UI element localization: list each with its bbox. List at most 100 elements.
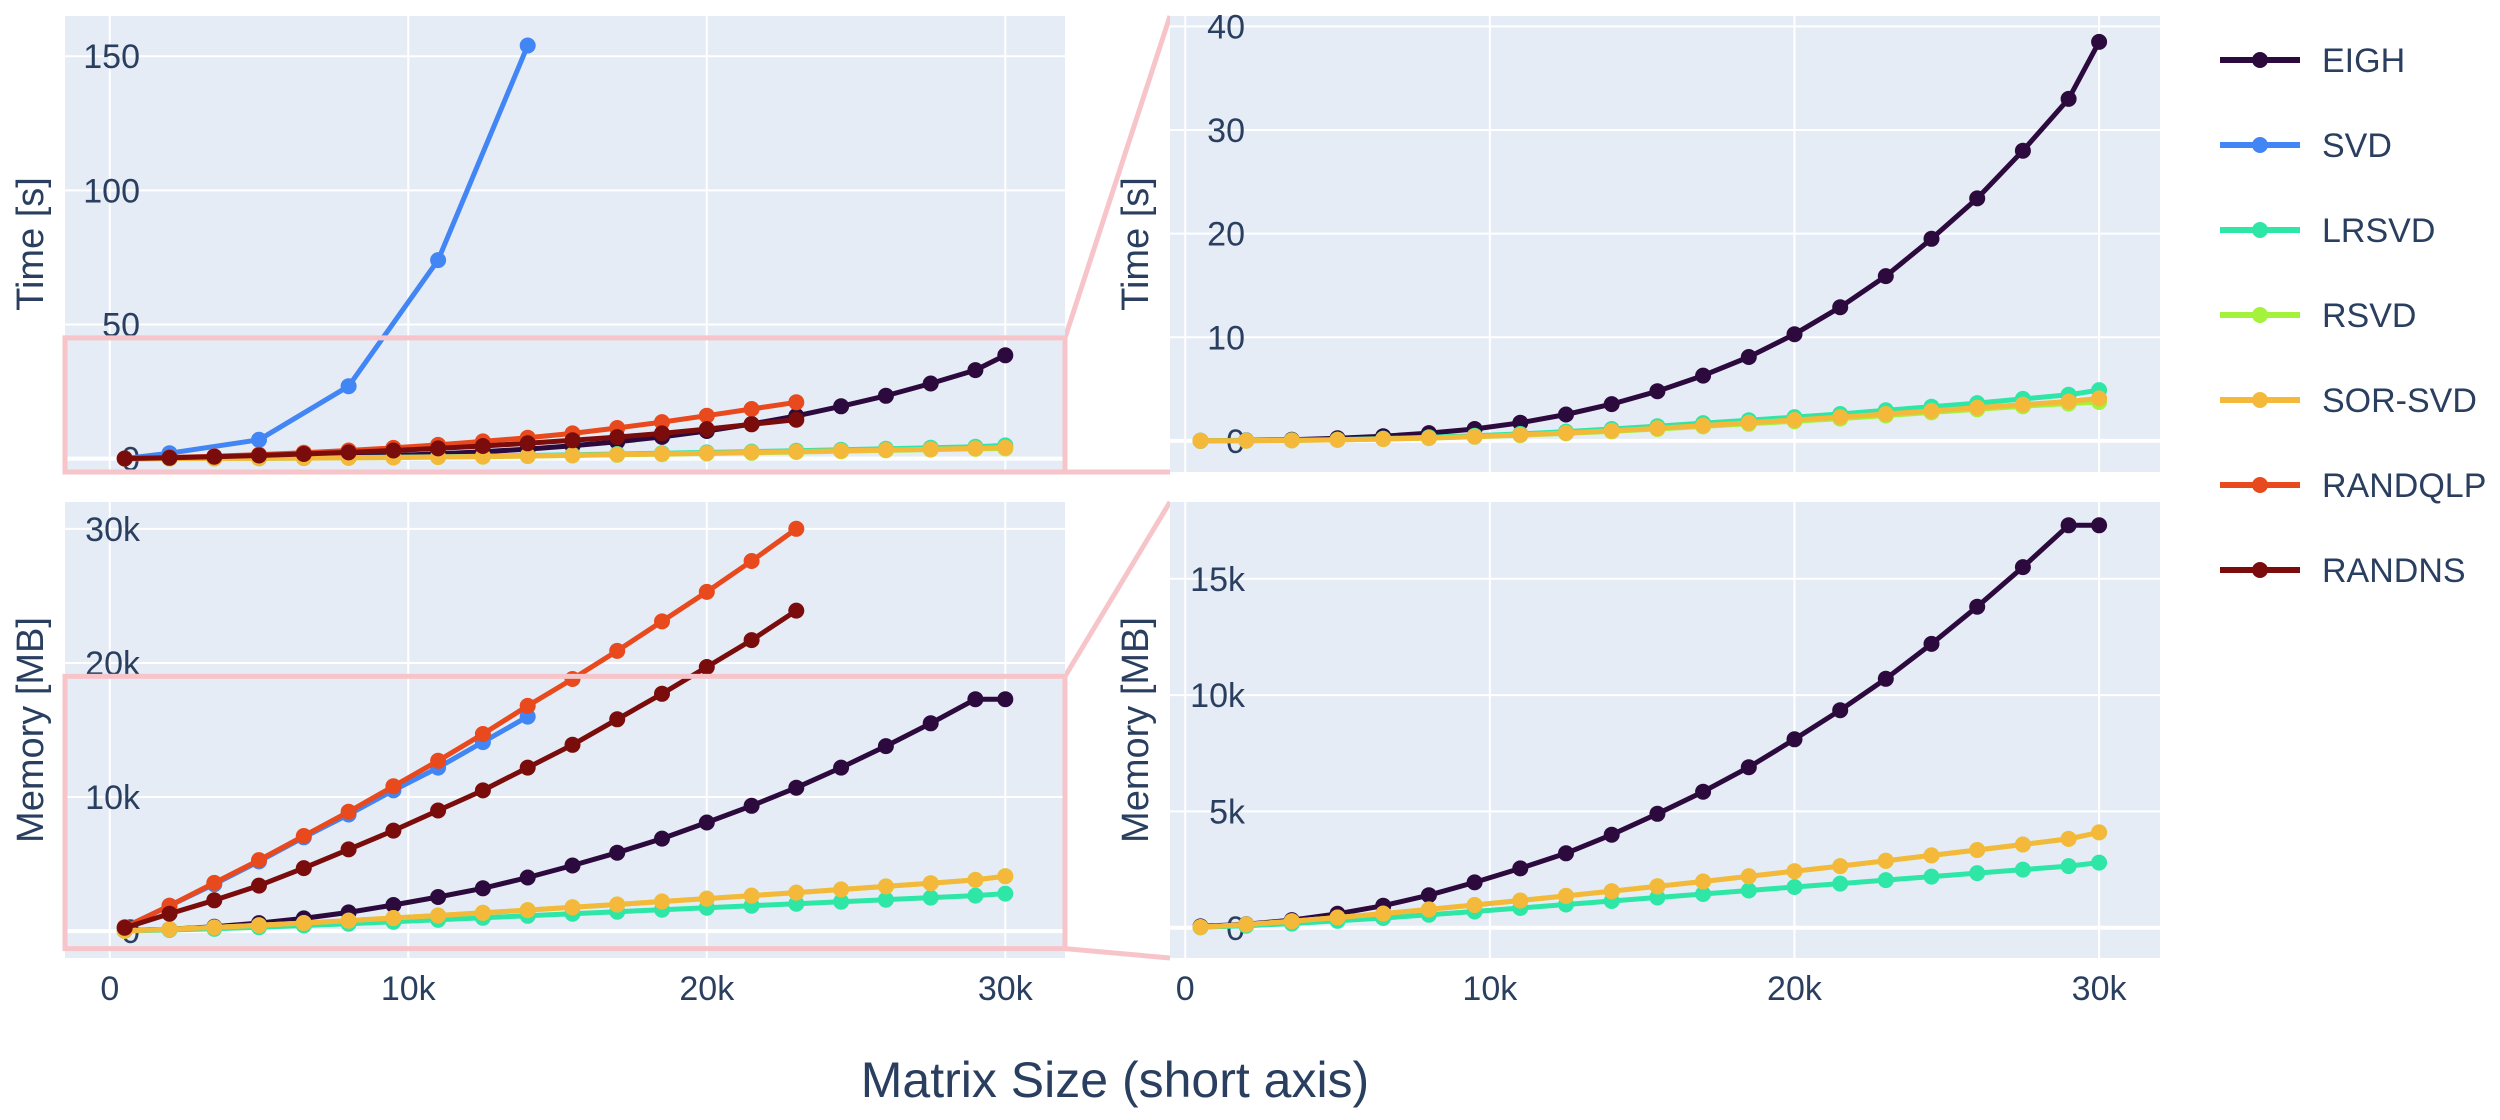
- series-randqlp-point-12: [609, 642, 626, 659]
- series-eigh-point-9: [1558, 845, 1574, 862]
- legend-label: SOR-SVD: [2322, 382, 2477, 420]
- series-lrsvd-point-18: [877, 891, 894, 908]
- legend-label: SVD: [2322, 127, 2392, 165]
- series-eigh-point-18: [1969, 190, 1986, 207]
- series-group: [116, 37, 1014, 467]
- series-lrsvd-point-15: [1832, 875, 1849, 892]
- series-eigh-point-11: [1649, 805, 1666, 822]
- series-randns-point-7: [385, 442, 402, 459]
- y-tick-label: 5k: [1209, 793, 1246, 831]
- series-randns-line: [123, 608, 798, 931]
- series-lrsvd-point-13: [1740, 882, 1757, 899]
- series-randns-point-12: [609, 429, 626, 446]
- series-sor-svd-point-10: [1603, 422, 1620, 439]
- series-sor-svd-point-19: [2014, 396, 2031, 413]
- zoom-region-0: [62, 335, 1068, 475]
- series-randns-point-6: [340, 841, 357, 858]
- zoom-connector-top-1: [1062, 500, 1173, 678]
- series-sor-svd-point-13: [1740, 414, 1757, 431]
- series-eigh-point-19: [2014, 142, 2031, 159]
- series-sor-svd-point-21: [2091, 390, 2108, 407]
- series-randqlp-point-15: [743, 401, 760, 417]
- series-eigh-point-8: [430, 889, 447, 905]
- series-randns-point-9: [474, 782, 491, 799]
- series-randns-point-10: [519, 435, 536, 452]
- series-eigh-point-20: [967, 362, 984, 379]
- series-sor-svd-point-11: [1649, 420, 1666, 437]
- plot-background: [65, 16, 1065, 472]
- series-sor-svd-point-21: [997, 439, 1014, 456]
- series-sor-svd-point-17: [1923, 402, 1940, 419]
- series-sor-svd-point-8: [430, 907, 447, 924]
- x-tick-label: 20k: [1767, 970, 1823, 1008]
- series-sor-svd-point-10: [519, 902, 536, 919]
- series-eigh-point-10: [1603, 826, 1620, 843]
- series-randns-point-4: [251, 877, 267, 894]
- series-sor-svd-point-11: [1649, 878, 1666, 895]
- series-eigh-point-21: [2091, 33, 2108, 50]
- series-eigh-point-9: [1558, 406, 1574, 423]
- series-randns-line: [124, 417, 797, 461]
- series-sor-svd-point-6: [1420, 430, 1437, 446]
- series-sor-svd-point-2: [161, 921, 178, 938]
- series-randns-point-14: [698, 659, 715, 675]
- series-sor-svd-point-5: [1375, 905, 1392, 922]
- series-randqlp-point-3: [206, 874, 223, 891]
- legend-item-rsvd: RSVD: [2220, 297, 2416, 335]
- series-lrsvd-point-12: [1695, 886, 1712, 902]
- series-randns-point-5: [295, 446, 312, 462]
- series-randns-point-11: [564, 736, 581, 753]
- series-eigh-point-10: [1603, 396, 1620, 413]
- series-eigh-point-17: [833, 759, 850, 776]
- series-randqlp-point-16: [788, 394, 805, 411]
- series-eigh-point-17: [833, 398, 850, 415]
- series-randns-point-8: [430, 440, 447, 457]
- series-eigh-point-19: [922, 375, 939, 392]
- series-randns-point-4: [251, 447, 267, 464]
- x-tick-label: 20k: [679, 970, 735, 1008]
- series-randns-point-1: [116, 450, 133, 467]
- legend-swatch-marker: [2252, 392, 2268, 408]
- series-eigh-point-17: [1923, 230, 1940, 247]
- zoom-connector-bottom-1: [1064, 946, 1171, 961]
- series-eigh-point-17: [1923, 635, 1940, 652]
- series-sor-svd-point-11: [564, 447, 581, 464]
- series-sor-svd-point-4: [1329, 431, 1346, 448]
- series-randns-point-14: [698, 421, 715, 438]
- series-sor-svd-point-7: [1466, 897, 1483, 913]
- y-tick-label: 10: [1207, 319, 1245, 357]
- y-axis-title: Time [s]: [1115, 177, 1157, 311]
- y-tick-label: 100: [83, 172, 140, 210]
- series-sor-svd-point-14: [1786, 412, 1803, 428]
- series-randqlp-point-5: [295, 828, 312, 844]
- series-lrsvd-point-19: [922, 889, 939, 906]
- series-group: [116, 520, 1014, 939]
- series-lrsvd-point-17: [833, 893, 850, 910]
- series-sor-svd-point-20: [967, 440, 984, 457]
- series-eigh-point-15: [1832, 702, 1849, 719]
- series-sor-svd-point-19: [922, 441, 939, 458]
- series-eigh-point-14: [1786, 731, 1803, 748]
- legend-swatch-marker: [2252, 562, 2268, 578]
- series-randns-point-16: [788, 411, 805, 428]
- series-group: [1192, 33, 2108, 449]
- series-sor-svd-point-1: [1192, 432, 1209, 449]
- series-sor-svd-point-8: [1512, 426, 1529, 443]
- series-eigh-point-21: [997, 691, 1014, 708]
- series-randns-point-10: [519, 759, 536, 776]
- series-group: [1192, 517, 2108, 936]
- series-randqlp-point-10: [519, 697, 536, 714]
- legend-item-svd: SVD: [2220, 127, 2392, 165]
- series-sor-svd-point-3: [1283, 432, 1300, 449]
- series-eigh-point-12: [609, 844, 626, 861]
- series-randns-point-2: [161, 449, 178, 466]
- legend-swatch-marker: [2252, 52, 2268, 68]
- legend-item-eigh: EIGH: [2220, 42, 2405, 80]
- series-sor-svd-point-9: [1558, 887, 1574, 904]
- series-eigh-point-13: [1740, 759, 1757, 776]
- zoom-connectors: [1062, 15, 1173, 961]
- series-eigh-point-8: [1512, 860, 1529, 877]
- series-eigh-point-12: [1695, 783, 1712, 800]
- series-randqlp-point-15: [743, 553, 760, 569]
